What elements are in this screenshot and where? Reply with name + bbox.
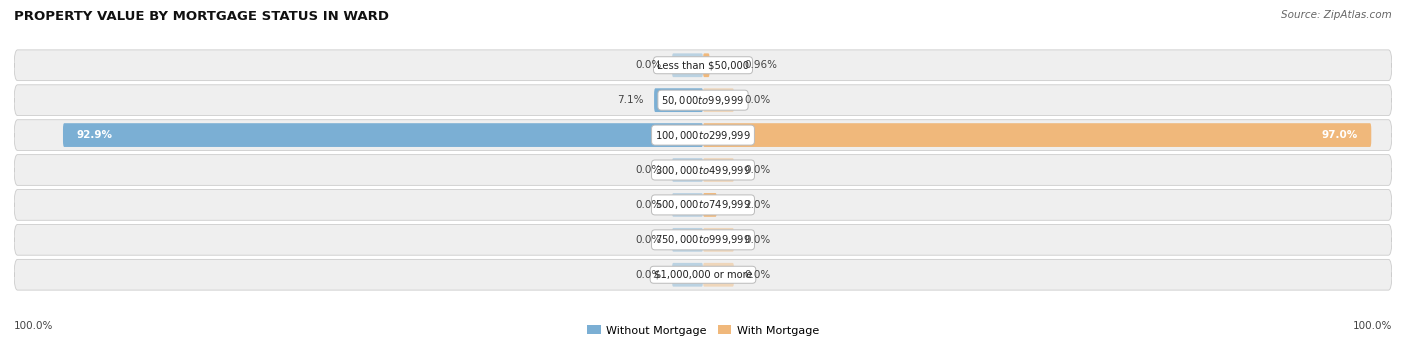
Text: $500,000 to $749,999: $500,000 to $749,999 xyxy=(655,199,751,211)
Text: 97.0%: 97.0% xyxy=(1322,130,1358,140)
Text: 0.0%: 0.0% xyxy=(636,165,662,175)
FancyBboxPatch shape xyxy=(672,228,703,252)
FancyBboxPatch shape xyxy=(672,53,703,77)
Text: 92.9%: 92.9% xyxy=(77,130,112,140)
FancyBboxPatch shape xyxy=(703,263,734,287)
Text: 0.0%: 0.0% xyxy=(744,165,770,175)
Text: Less than $50,000: Less than $50,000 xyxy=(657,60,749,70)
Text: Source: ZipAtlas.com: Source: ZipAtlas.com xyxy=(1281,10,1392,20)
Legend: Without Mortgage, With Mortgage: Without Mortgage, With Mortgage xyxy=(582,321,824,340)
Text: 0.0%: 0.0% xyxy=(744,235,770,245)
Text: 0.0%: 0.0% xyxy=(636,235,662,245)
Text: $750,000 to $999,999: $750,000 to $999,999 xyxy=(655,233,751,246)
FancyBboxPatch shape xyxy=(672,263,703,287)
Text: 0.0%: 0.0% xyxy=(636,270,662,280)
FancyBboxPatch shape xyxy=(703,228,734,252)
Text: $1,000,000 or more: $1,000,000 or more xyxy=(654,270,752,280)
Text: PROPERTY VALUE BY MORTGAGE STATUS IN WARD: PROPERTY VALUE BY MORTGAGE STATUS IN WAR… xyxy=(14,10,389,23)
FancyBboxPatch shape xyxy=(703,88,734,112)
Text: 0.0%: 0.0% xyxy=(744,95,770,105)
Text: 7.1%: 7.1% xyxy=(617,95,644,105)
FancyBboxPatch shape xyxy=(14,224,1392,255)
FancyBboxPatch shape xyxy=(14,259,1392,290)
Text: 0.0%: 0.0% xyxy=(636,200,662,210)
Text: 0.0%: 0.0% xyxy=(744,270,770,280)
Text: 0.0%: 0.0% xyxy=(636,60,662,70)
Text: 2.0%: 2.0% xyxy=(744,200,770,210)
FancyBboxPatch shape xyxy=(672,193,703,217)
FancyBboxPatch shape xyxy=(14,155,1392,185)
Text: 100.0%: 100.0% xyxy=(1353,321,1392,332)
FancyBboxPatch shape xyxy=(703,123,1371,147)
FancyBboxPatch shape xyxy=(654,88,703,112)
FancyBboxPatch shape xyxy=(14,190,1392,220)
Text: $300,000 to $499,999: $300,000 to $499,999 xyxy=(655,164,751,176)
FancyBboxPatch shape xyxy=(672,158,703,182)
FancyBboxPatch shape xyxy=(703,53,710,77)
FancyBboxPatch shape xyxy=(14,50,1392,81)
FancyBboxPatch shape xyxy=(14,120,1392,150)
Text: $50,000 to $99,999: $50,000 to $99,999 xyxy=(661,94,745,107)
FancyBboxPatch shape xyxy=(703,158,734,182)
Text: 0.96%: 0.96% xyxy=(744,60,778,70)
FancyBboxPatch shape xyxy=(14,85,1392,116)
Text: $100,000 to $299,999: $100,000 to $299,999 xyxy=(655,129,751,141)
FancyBboxPatch shape xyxy=(63,123,703,147)
Text: 100.0%: 100.0% xyxy=(14,321,53,332)
FancyBboxPatch shape xyxy=(703,193,717,217)
